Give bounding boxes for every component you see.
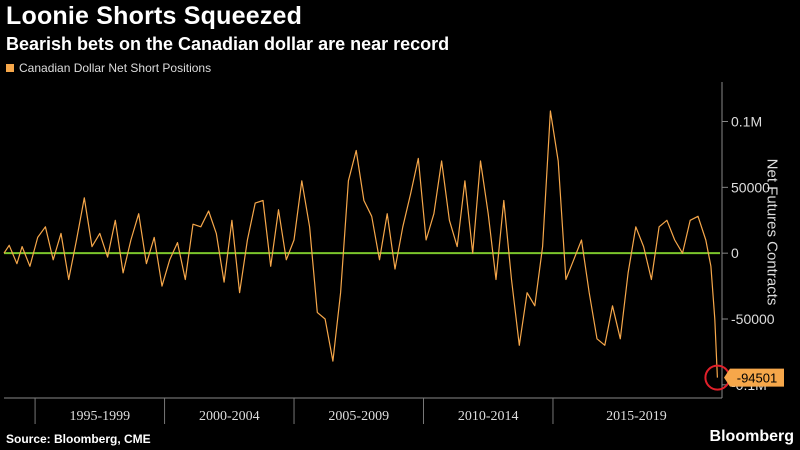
x-period-label-3: 2010-2014 (458, 409, 519, 424)
last-value-tag-bg (724, 368, 784, 387)
last-value-tag-label: -94501 (737, 371, 777, 386)
source-note: Source: Bloomberg, CME (6, 432, 151, 446)
series-line-0 (3, 110, 718, 378)
y-tick-label-2: 0 (731, 245, 739, 261)
y-tick-label-3: -50000 (731, 311, 775, 327)
x-period-label-4: 2015-2019 (606, 409, 667, 424)
y-tick-label-0: 0.1M (731, 114, 762, 130)
chart-subtitle: Bearish bets on the Canadian dollar are … (6, 34, 450, 54)
y-tick-label-1: 50000 (731, 179, 770, 195)
x-period-label-0: 1995-1999 (69, 409, 130, 424)
bloomberg-logo: Bloomberg (709, 428, 794, 445)
last-value-tag: -94501 (724, 368, 784, 387)
legend: Canadian Dollar Net Short Positions (6, 61, 211, 75)
x-period-label-1: 2000-2004 (199, 409, 260, 424)
x-period-label-2: 2005-2009 (328, 409, 389, 424)
legend-label: Canadian Dollar Net Short Positions (19, 61, 212, 75)
legend-swatch (6, 64, 14, 72)
chart-title: Loonie Shorts Squeezed (6, 2, 303, 30)
